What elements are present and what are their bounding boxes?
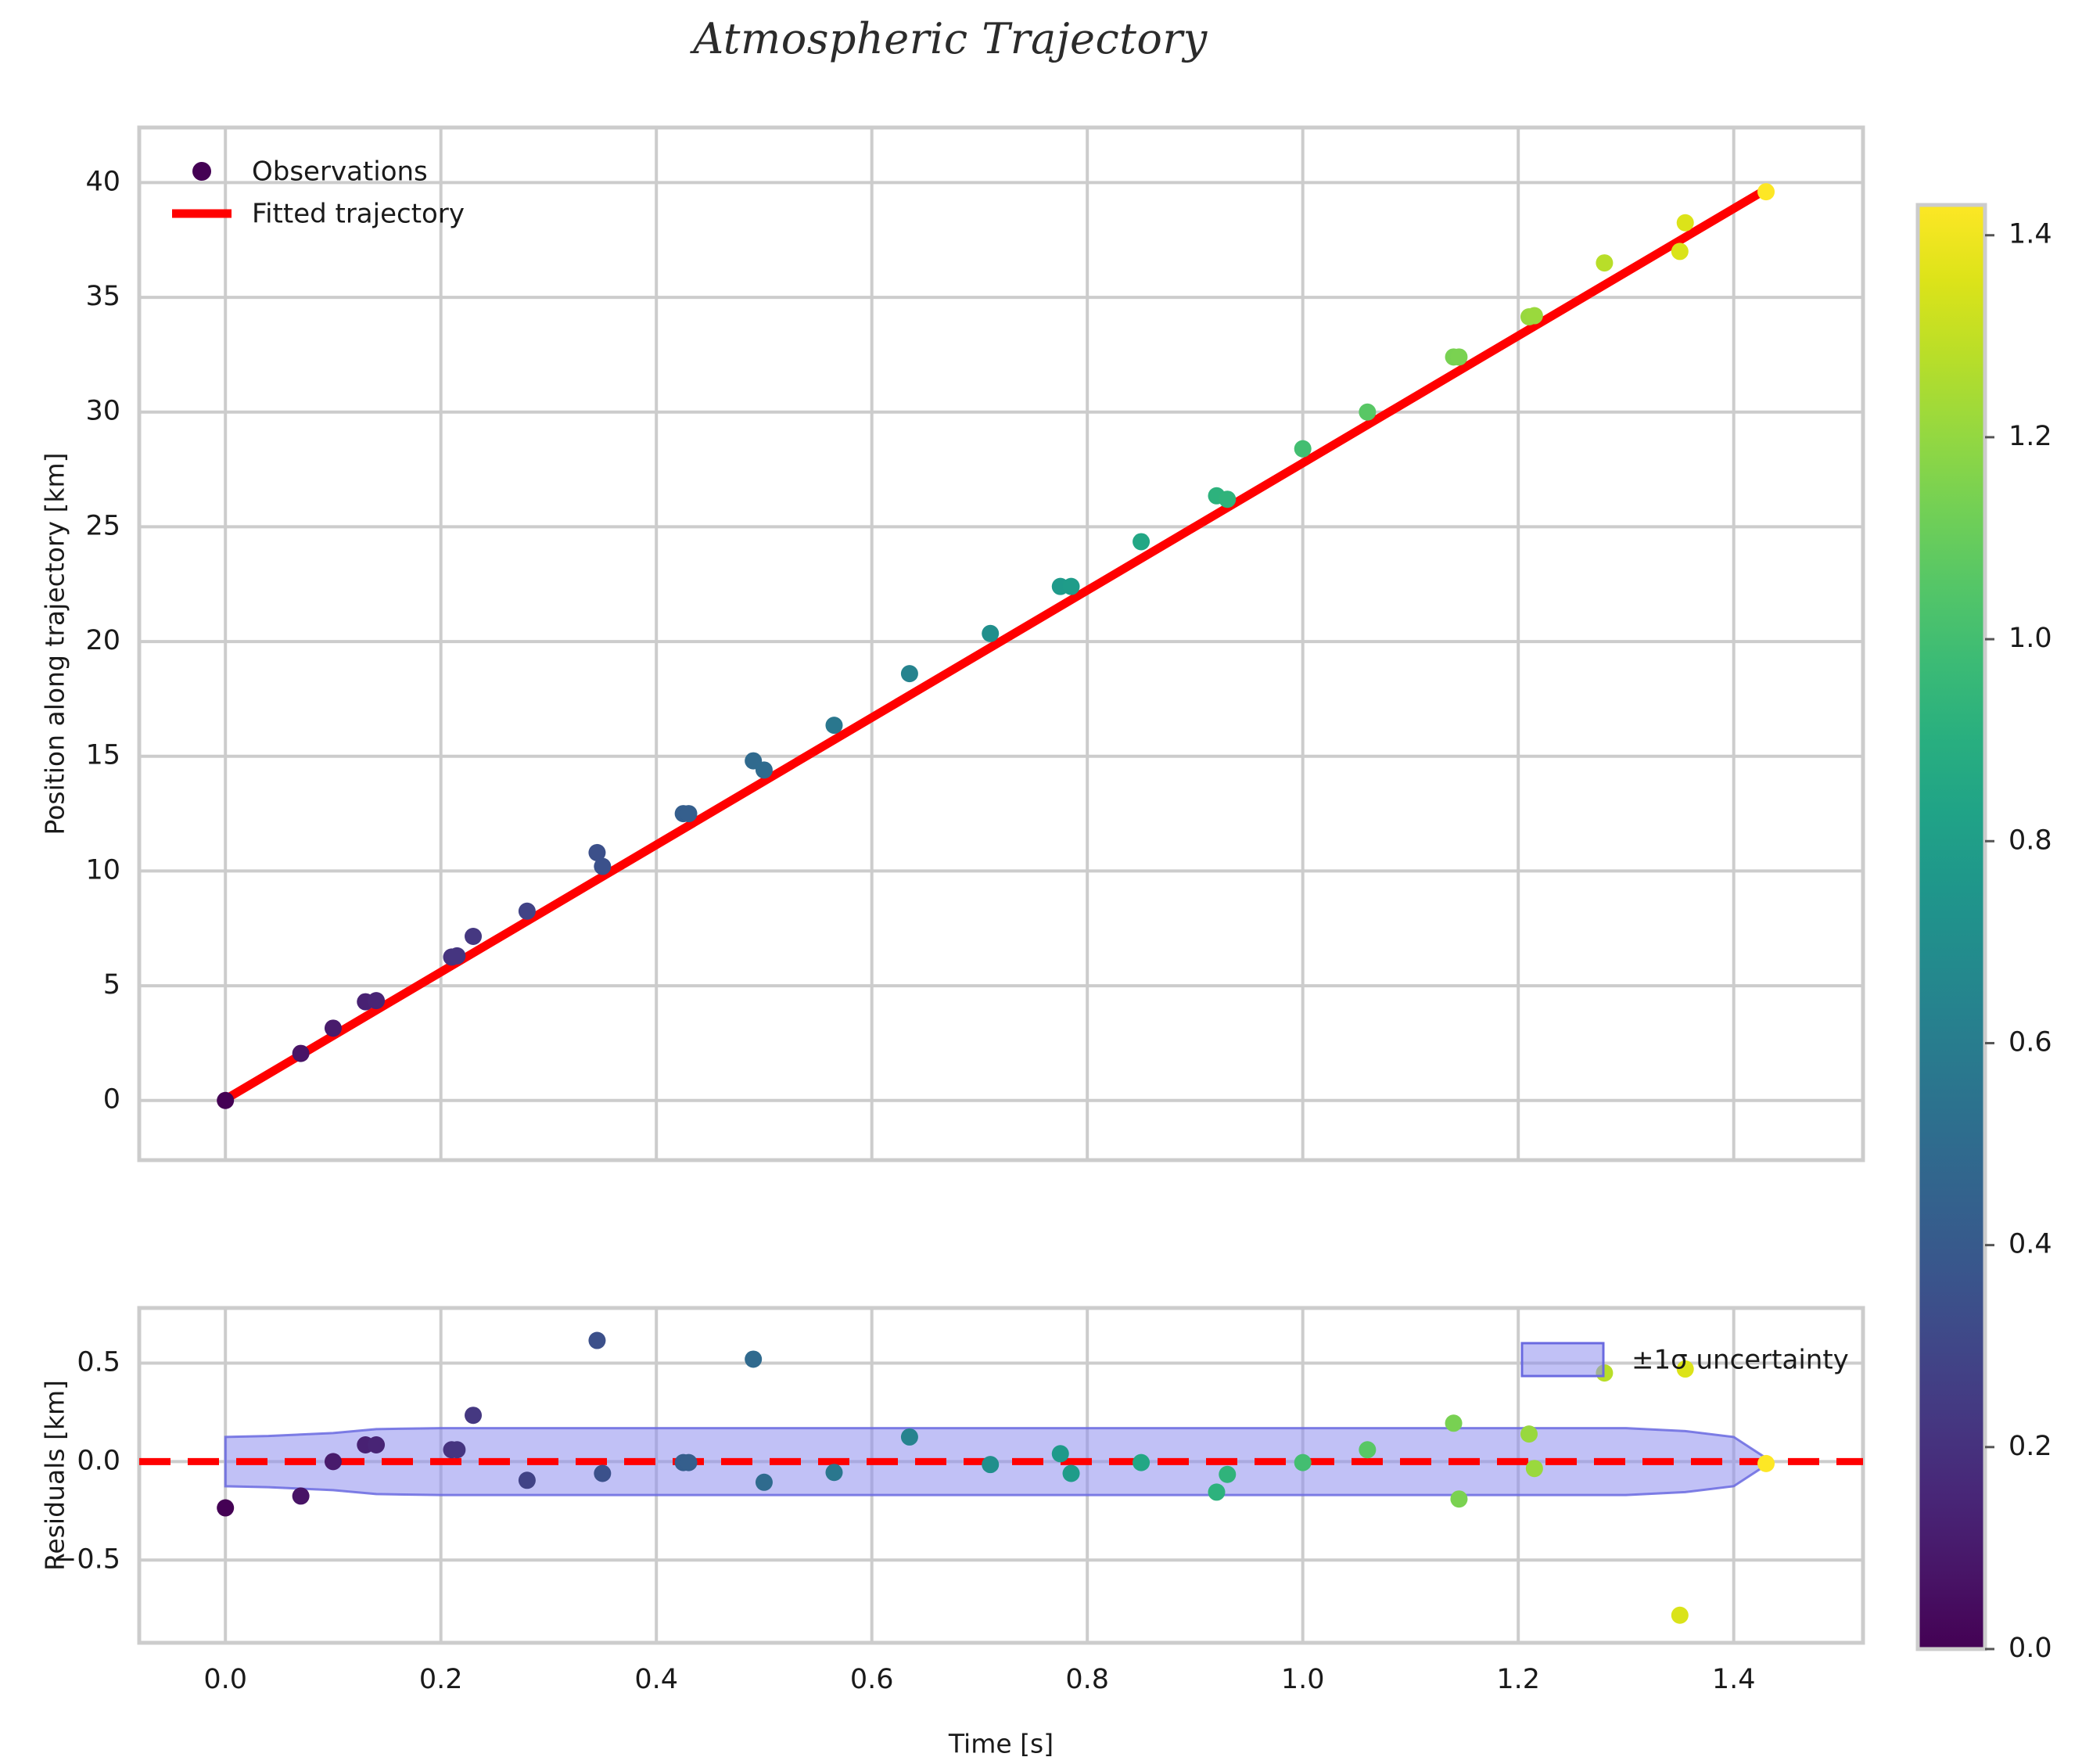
residual-point [448, 1441, 466, 1459]
residual-point [680, 1453, 698, 1471]
residual-point [594, 1464, 612, 1482]
observation-point [1062, 577, 1080, 595]
observation-point [324, 1019, 342, 1037]
observation-point [1596, 254, 1614, 272]
residual-point [1450, 1490, 1468, 1508]
observation-point [588, 843, 606, 861]
observation-point [465, 928, 483, 945]
observation-point [1359, 403, 1377, 421]
residual-point [1294, 1453, 1312, 1471]
main-plot-panel: 0 5 10 15 20 25 30 35 40 Position along trajector… [40, 125, 1865, 1162]
main-ytick-label: 0 [103, 1084, 120, 1116]
residual-point [1445, 1414, 1463, 1432]
residuals-ytick-label: −0.5 [54, 1543, 120, 1575]
fitted-trajectory-line [221, 185, 1771, 1104]
residual-point [1062, 1464, 1080, 1482]
main-ytick-label: 30 [85, 396, 120, 427]
residual-point [1676, 1360, 1694, 1378]
residual-point [825, 1464, 843, 1482]
residual-point [1525, 1460, 1543, 1478]
legend-marker-uncertainty [1520, 1342, 1605, 1378]
main-ytick-label: 15 [85, 740, 120, 771]
residual-point [465, 1407, 483, 1425]
legend-label-uncertainty: ±1σ uncertainty [1632, 1345, 1849, 1376]
residuals-ytick-label: 0.5 [77, 1346, 120, 1378]
residual-point [982, 1456, 1000, 1474]
residual-point [368, 1435, 386, 1453]
residual-point [1051, 1445, 1069, 1463]
residual-point [1133, 1453, 1151, 1471]
residuals-xtick-label: 0.6 [850, 1664, 894, 1695]
residual-point [755, 1473, 773, 1491]
observation-point [217, 1091, 235, 1109]
observation-point [1294, 440, 1312, 458]
main-ytick-label: 10 [85, 854, 120, 886]
residuals-plot-panel: −0.5 0.0 0.5 0.0 0.2 0.4 0.6 0.8 1.0 1.2 1.4 Residu… [40, 1306, 1865, 1757]
residual-point [1520, 1425, 1538, 1443]
colorbar-tick-label: 1.2 [2008, 421, 2052, 452]
legend-label-observations: Observations [252, 156, 428, 188]
observation-point [518, 902, 536, 920]
main-ytick-label: 40 [85, 166, 120, 197]
observation-point [982, 624, 1000, 642]
residuals-xtick-label: 1.0 [1281, 1664, 1325, 1695]
observation-point [900, 665, 918, 683]
observation-point [368, 992, 386, 1010]
residual-point [900, 1428, 918, 1446]
observation-point [1676, 214, 1694, 232]
observation-point [292, 1044, 310, 1062]
residuals-xtick-label: 1.2 [1496, 1664, 1540, 1695]
colorbar-gradient [1915, 203, 1987, 1651]
residuals-xtick-label: 0.0 [203, 1664, 247, 1695]
observation-point [1525, 307, 1543, 325]
residual-point [217, 1499, 235, 1517]
legend-label-fitted-trajectory: Fitted trajectory [252, 199, 465, 230]
observation-point [594, 857, 612, 875]
residuals-ytick-label: 0.0 [77, 1445, 120, 1476]
residuals-xtick-label: 0.2 [419, 1664, 463, 1695]
main-ytick-label: 25 [85, 510, 120, 541]
observation-point [1133, 533, 1151, 551]
colorbar-tick-label: 1.0 [2008, 623, 2052, 654]
colorbar-panel: 0.00.20.40.60.81.01.21.4Time [s] [1915, 203, 2052, 1664]
observation-point [680, 805, 698, 823]
legend-marker-observations [192, 162, 211, 181]
observation-point [825, 717, 843, 735]
main-yaxis-label: Position along trajectory [km] [40, 453, 70, 835]
colorbar-tick-label: 0.2 [2008, 1431, 2052, 1462]
residual-point [292, 1487, 310, 1505]
residual-point [1219, 1465, 1237, 1483]
colorbar-tick-label: 0.0 [2008, 1633, 2052, 1664]
residuals-yaxis-label: Residuals [km] [40, 1380, 70, 1571]
residuals-xaxis-label: Time [s] [948, 1729, 1054, 1757]
observation-point [1671, 243, 1689, 260]
observation-point [1219, 490, 1237, 508]
residual-point [1359, 1441, 1377, 1459]
residuals-xtick-label: 0.8 [1065, 1664, 1109, 1695]
main-ytick-label: 35 [85, 281, 120, 312]
main-ytick-label: 20 [85, 625, 120, 656]
observation-point [448, 947, 466, 965]
residual-point [1208, 1483, 1226, 1501]
residual-point [1757, 1454, 1775, 1472]
colorbar-tick-label: 0.4 [2008, 1229, 2052, 1260]
residual-point [518, 1471, 536, 1489]
residual-point [1671, 1606, 1689, 1624]
main-ytick-label: 5 [103, 969, 120, 1001]
observation-point [755, 761, 773, 779]
colorbar-tick-label: 0.8 [2008, 825, 2052, 856]
page-title: Atmospheric Trajectory [693, 14, 1208, 63]
colorbar-tick-label: 1.4 [2008, 219, 2052, 250]
colorbar-tick-label: 0.6 [2008, 1026, 2052, 1058]
observation-point [1450, 348, 1468, 366]
residual-point [745, 1350, 763, 1368]
residual-point [324, 1453, 342, 1471]
residuals-xtick-label: 0.4 [634, 1664, 678, 1695]
residual-point [588, 1331, 606, 1349]
observation-point [1757, 183, 1775, 201]
residuals-xtick-label: 1.4 [1712, 1664, 1756, 1695]
